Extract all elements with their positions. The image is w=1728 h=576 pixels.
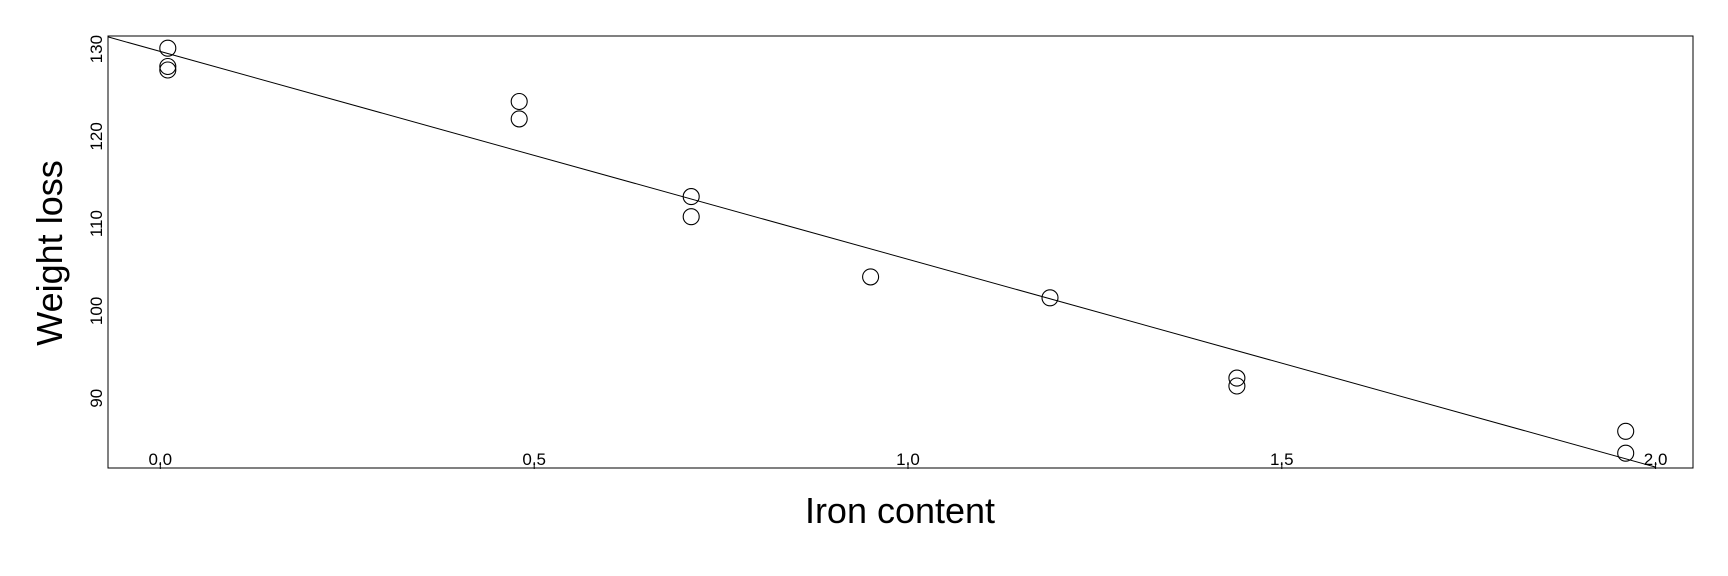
x-axis-ticks: 0.0 0.5 1.0 1.5 2.0 [148, 450, 1667, 469]
y-tick-label: 130 [87, 35, 106, 63]
data-point [682, 188, 700, 206]
x-tick-label: 1.0 [896, 450, 920, 469]
plot-frame [107, 35, 1694, 469]
y-axis-title: Weight loss [29, 160, 70, 345]
data-point [1228, 369, 1246, 387]
data-point [1228, 377, 1246, 395]
data-point [862, 268, 880, 286]
data-point [1617, 422, 1635, 440]
data-point [159, 61, 177, 79]
regression-line [107, 36, 1656, 468]
data-point [159, 39, 177, 57]
y-tick-label: 110 [87, 210, 106, 237]
data-point [1041, 289, 1059, 307]
data-point [510, 92, 528, 111]
data-points [159, 39, 1635, 462]
x-tick-label: 0.0 [148, 450, 172, 469]
y-tick-label: 120 [87, 122, 106, 150]
data-point [510, 110, 528, 128]
x-tick-label: 1.5 [1270, 450, 1294, 469]
data-point [682, 208, 700, 226]
x-tick-label: 2.0 [1644, 450, 1668, 469]
data-point [1617, 444, 1635, 462]
y-tick-label: 90 [87, 389, 106, 408]
x-tick-label: 0.5 [522, 450, 546, 469]
data-point [159, 57, 177, 76]
y-axis-ticks: 90 100 110 120 130 [87, 35, 106, 408]
x-axis-title: Iron content [805, 490, 995, 531]
y-tick-label: 100 [87, 297, 106, 325]
